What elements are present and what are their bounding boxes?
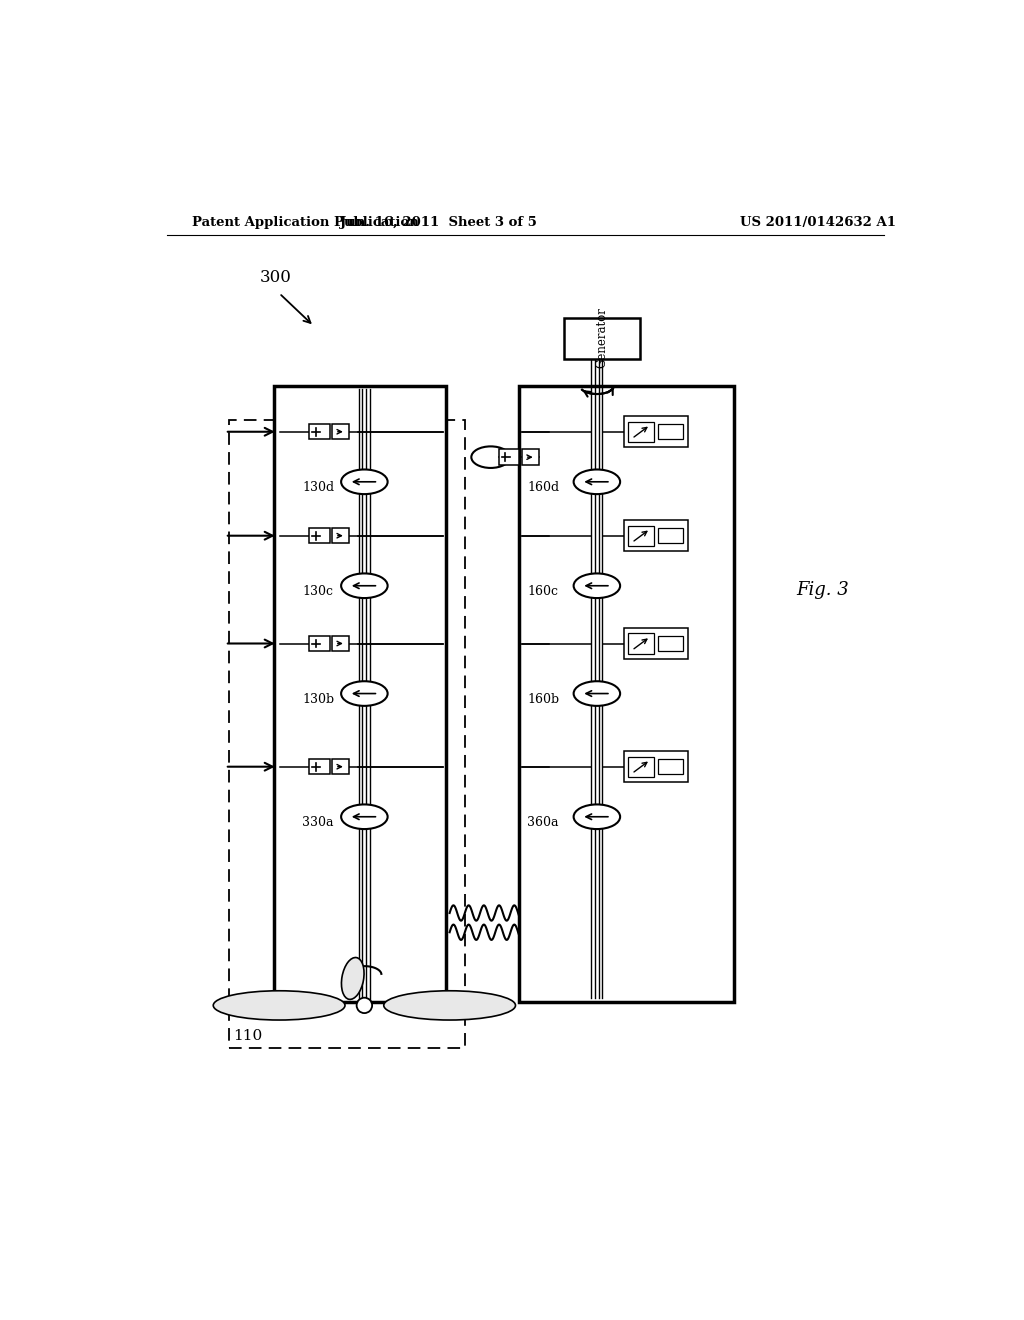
Bar	[658, 424, 683, 440]
Text: 160c: 160c	[527, 585, 558, 598]
Ellipse shape	[341, 470, 388, 494]
Text: 360a: 360a	[527, 816, 559, 829]
Text: Patent Application Publication: Patent Application Publication	[191, 215, 418, 228]
Bar	[564, 318, 640, 359]
Bar	[658, 759, 683, 775]
Ellipse shape	[341, 573, 388, 598]
Text: 330a: 330a	[302, 816, 334, 829]
Bar	[658, 636, 683, 651]
Text: Jun. 16, 2011  Sheet 3 of 5: Jun. 16, 2011 Sheet 3 of 5	[340, 215, 537, 228]
Bar	[309, 424, 330, 440]
Circle shape	[356, 998, 372, 1014]
Text: 130b: 130b	[302, 693, 335, 706]
Text: Generator: Generator	[595, 308, 608, 368]
Text: 300: 300	[260, 268, 292, 285]
Bar	[519, 385, 734, 1002]
Ellipse shape	[573, 804, 621, 829]
Text: 160b: 160b	[527, 693, 559, 706]
Text: 130c: 130c	[302, 585, 334, 598]
Bar	[628, 756, 654, 776]
Ellipse shape	[471, 446, 510, 469]
Bar	[309, 636, 330, 651]
Bar	[628, 525, 654, 545]
Ellipse shape	[573, 681, 621, 706]
Ellipse shape	[573, 573, 621, 598]
Bar	[500, 450, 519, 465]
Text: Fig. 3: Fig. 3	[796, 581, 849, 598]
Bar	[624, 520, 687, 552]
Text: 160d: 160d	[527, 482, 559, 495]
Bar	[658, 528, 683, 544]
Bar	[628, 422, 654, 442]
Bar	[628, 634, 654, 653]
Ellipse shape	[341, 681, 388, 706]
Bar	[624, 416, 687, 447]
Text: US 2011/0142632 A1: US 2011/0142632 A1	[740, 215, 896, 228]
Text: 130d: 130d	[302, 482, 335, 495]
Bar	[624, 628, 687, 659]
Ellipse shape	[341, 804, 388, 829]
Bar	[624, 751, 687, 781]
Bar	[521, 450, 539, 465]
Ellipse shape	[573, 470, 621, 494]
Bar	[332, 636, 349, 651]
Bar	[332, 528, 349, 544]
Bar	[309, 759, 330, 775]
Bar	[273, 385, 445, 1002]
Bar	[228, 420, 465, 1048]
Bar	[309, 528, 330, 544]
Bar	[332, 759, 349, 775]
Text: 110: 110	[233, 1030, 262, 1043]
Ellipse shape	[384, 991, 515, 1020]
Bar	[332, 424, 349, 440]
Ellipse shape	[341, 957, 365, 999]
Ellipse shape	[213, 991, 345, 1020]
